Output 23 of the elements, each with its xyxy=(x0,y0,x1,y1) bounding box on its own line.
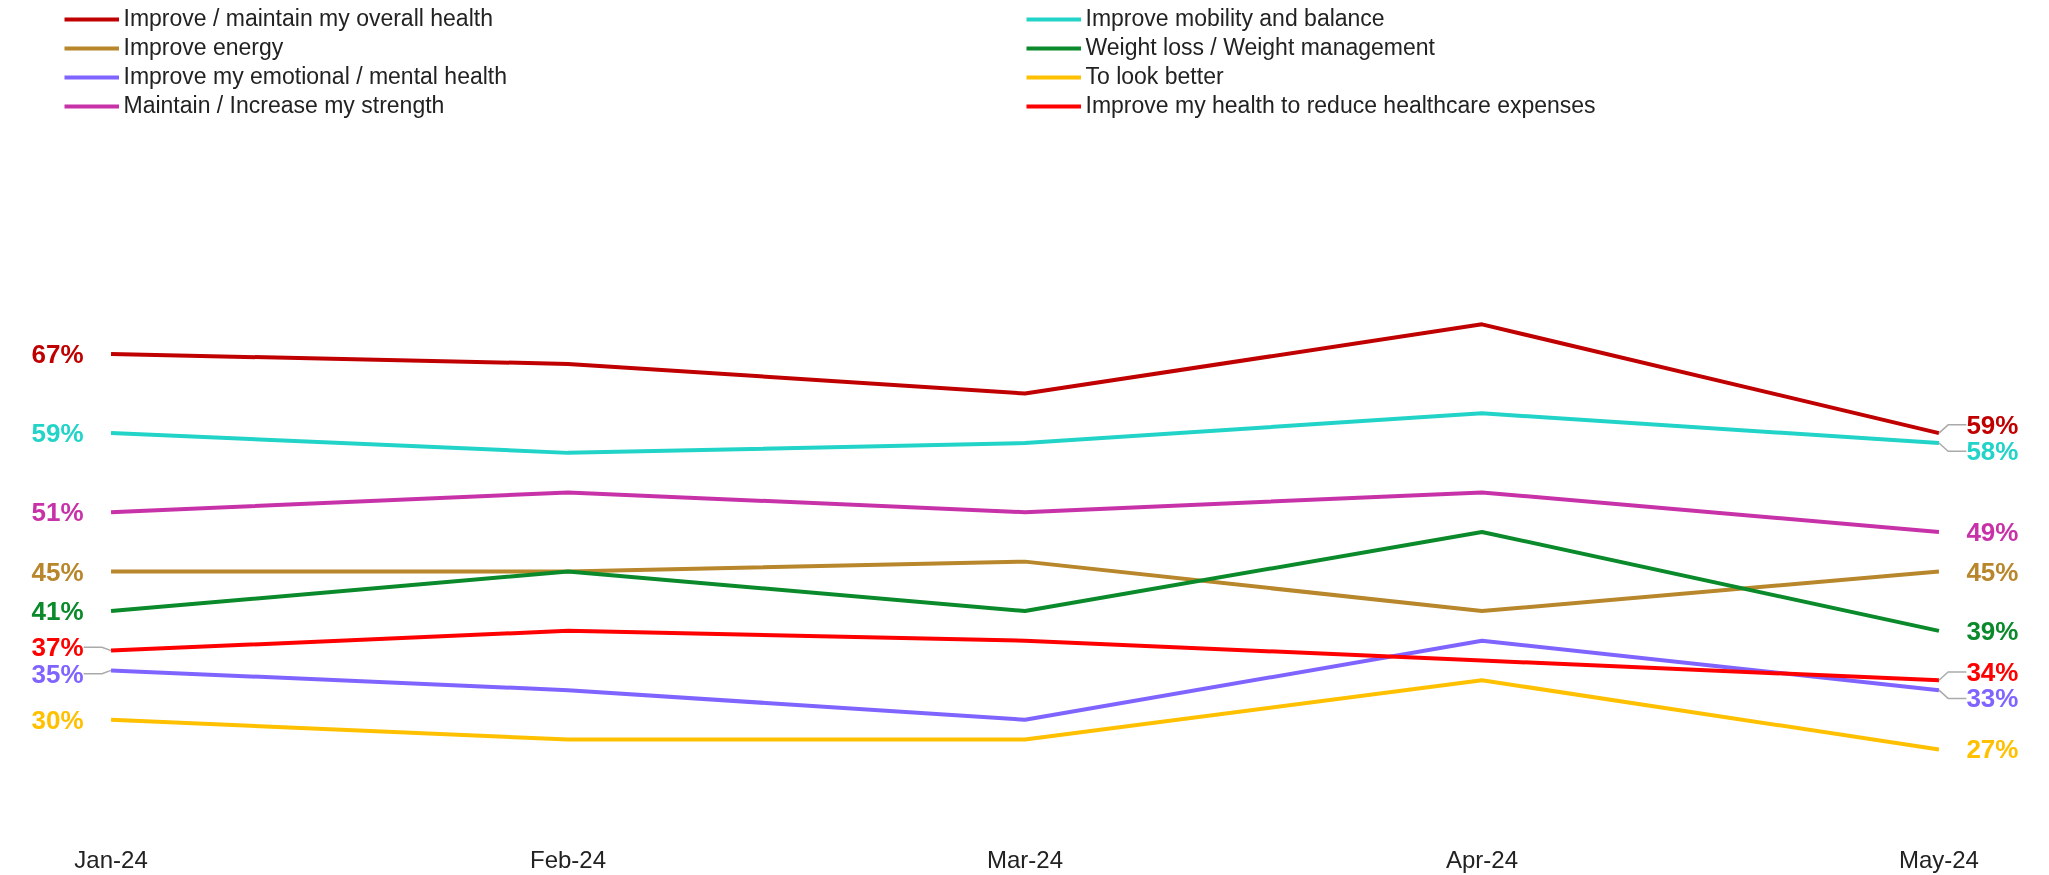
legend-label: Improve my emotional / mental health xyxy=(123,63,508,90)
x-tick-label: May-24 xyxy=(1898,845,1979,873)
legend-label: Improve my health to reduce healthcare expenses xyxy=(1085,92,1597,119)
data-label: 67% xyxy=(31,339,84,370)
data-label: 30% xyxy=(31,704,84,735)
legend-label: Maintain / Increase my strength xyxy=(123,92,446,119)
data-label: 39% xyxy=(1966,615,2019,646)
legend-label: Improve / maintain my overall health xyxy=(123,5,494,32)
x-tick-label: Feb-24 xyxy=(530,845,607,873)
x-tick-label: Mar-24 xyxy=(986,845,1064,873)
legend-label: Improve energy xyxy=(123,34,285,61)
x-tick-label: Jan-24 xyxy=(74,845,148,873)
legend-label: Weight loss / Weight management xyxy=(1085,34,1436,61)
data-label: 27% xyxy=(1966,734,2019,765)
data-label: 45% xyxy=(31,556,84,587)
data-label: 45% xyxy=(1966,556,2019,587)
legend-label: Improve mobility and balance xyxy=(1085,5,1386,32)
data-label: 51% xyxy=(31,497,84,528)
x-tick-label: Apr-24 xyxy=(1445,845,1519,873)
data-label: 59% xyxy=(31,418,84,449)
data-label: 49% xyxy=(1966,516,2019,547)
legend-label: To look better xyxy=(1085,63,1225,90)
data-label: 41% xyxy=(31,596,84,627)
